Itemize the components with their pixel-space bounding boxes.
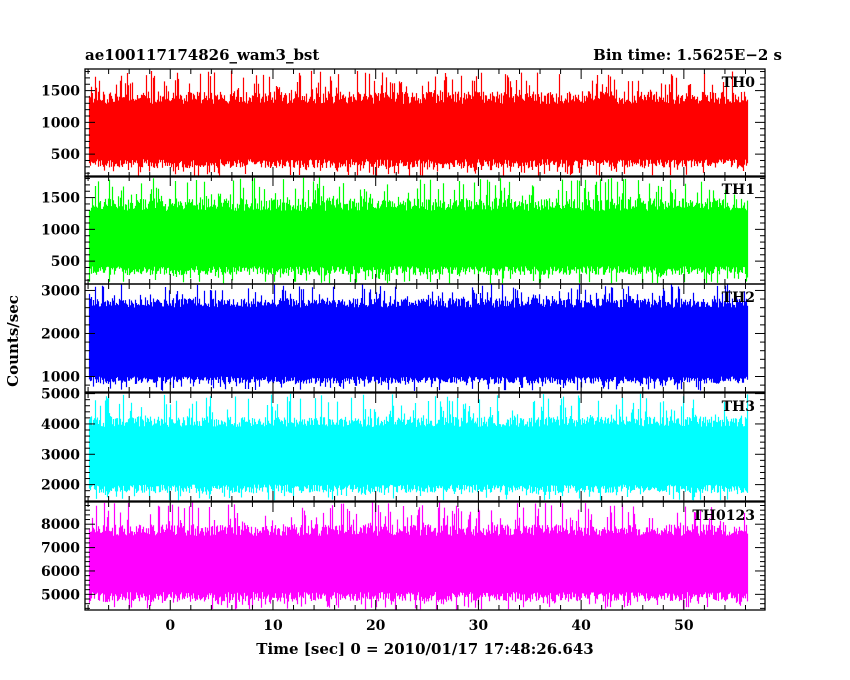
y-tick-label: 2000 xyxy=(41,478,80,494)
panel-frame-th2 xyxy=(84,283,766,393)
y-tick-label: 500 xyxy=(51,254,80,270)
x-tick-label: 0 xyxy=(165,618,175,634)
y-tick-label: 3000 xyxy=(41,283,80,299)
y-tick-label: 1500 xyxy=(41,84,80,100)
y-tick-label: 5000 xyxy=(41,387,80,403)
y-tick-label: 1000 xyxy=(41,115,80,131)
y-tick-label: 5000 xyxy=(41,587,80,603)
y-tick-label: 1000 xyxy=(41,222,80,238)
panel-label-th2: TH2 xyxy=(722,290,755,306)
panel-frames xyxy=(84,68,766,611)
x-axis-label: Time [sec] 0 = 2010/01/17 17:48:26.643 xyxy=(256,640,593,658)
x-tick-label: 50 xyxy=(674,618,694,634)
panel-label-th3: TH3 xyxy=(722,399,755,415)
y-tick-label: 1000 xyxy=(41,370,80,386)
x-tick-label: 30 xyxy=(469,618,489,634)
y-tick-label: 1500 xyxy=(41,191,80,207)
bin-time-label: Bin time: 1.5625E−2 s xyxy=(593,46,782,64)
light-curve-traces xyxy=(88,70,749,610)
panel-label-th0: TH0 xyxy=(722,75,756,91)
trace-th1 xyxy=(88,177,749,284)
panel-frame-th0 xyxy=(84,68,766,178)
axis-ticks xyxy=(85,69,765,610)
x-tick-label: 40 xyxy=(571,618,591,634)
y-tick-label: 6000 xyxy=(41,564,80,580)
panel-label-th1: TH1 xyxy=(722,182,755,198)
trace-th0123 xyxy=(88,502,749,610)
y-tick-label: 7000 xyxy=(41,541,80,557)
y-tick-label: 2000 xyxy=(41,326,80,342)
x-tick-label: 10 xyxy=(263,618,283,634)
axis-tick-labels: TH050010001500TH150010001500TH2100020003… xyxy=(41,75,755,634)
y-tick-label: 500 xyxy=(51,147,80,163)
y-axis-label: Counts/sec xyxy=(4,295,22,387)
y-tick-label: 3000 xyxy=(41,447,80,463)
x-tick-label: 20 xyxy=(366,618,386,634)
trace-th3 xyxy=(88,393,749,501)
panel-frame-th3 xyxy=(84,392,766,502)
trace-th2 xyxy=(88,284,749,391)
y-tick-label: 4000 xyxy=(41,417,80,433)
trace-th0 xyxy=(88,70,749,177)
y-tick-label: 8000 xyxy=(41,517,80,533)
panel-frame-th0123 xyxy=(84,501,766,611)
plot-title-left: ae100117174826_wam3_bst xyxy=(85,46,319,64)
panel-label-th0123: TH0123 xyxy=(692,508,755,524)
